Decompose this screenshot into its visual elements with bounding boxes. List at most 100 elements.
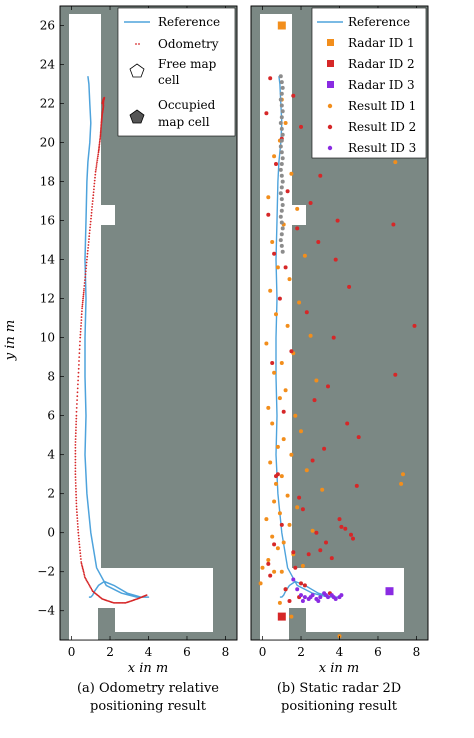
odometry-point (83, 282, 86, 284)
odometry-point (92, 197, 94, 200)
odometry-point (83, 288, 85, 290)
odometry-point (95, 165, 98, 167)
odometry-point (97, 151, 100, 154)
reference-line (84, 76, 150, 598)
odometry-point (81, 567, 84, 570)
free-block-lower (69, 568, 213, 632)
result-point-result-id-2 (326, 384, 330, 389)
result-point-result-id-2 (339, 524, 344, 529)
result-point-result-id-1 (264, 341, 269, 346)
caption-line-2: positioning result (281, 699, 398, 714)
result-point-result-trace (280, 156, 285, 161)
free-map-pentagon-icon (129, 63, 145, 78)
odometry-point (74, 432, 77, 435)
odometry-point (74, 479, 77, 481)
result-point-result-id-1 (277, 511, 282, 516)
result-point-result-id-1 (279, 474, 284, 479)
odometry-point (93, 179, 96, 182)
result-point-result-trace (279, 162, 284, 166)
x-tick-label: 6 (374, 645, 382, 659)
odometry-point (79, 340, 81, 343)
odometry-point (74, 449, 77, 452)
x-tick-label: 0 (259, 645, 267, 659)
result-point-result-id-1 (401, 472, 405, 477)
legend-result3-swatch (327, 145, 333, 151)
result-point-result-trace (279, 126, 284, 131)
odometry-point (77, 528, 79, 531)
result-point-result-trace (278, 144, 283, 149)
odometry-point (93, 188, 95, 191)
result-point-result-id-2 (322, 446, 327, 451)
result-point-result-id-3 (300, 599, 305, 603)
result-point-result-id-2 (316, 240, 321, 244)
odometry-point (80, 562, 83, 565)
result-point-result-id-3 (316, 599, 321, 603)
odometry-point (80, 561, 83, 563)
odometry-point (76, 511, 78, 514)
odometry-point (98, 146, 100, 149)
result-point-result-id-1 (295, 206, 300, 211)
odometry-point (82, 295, 85, 298)
odometry-point (80, 313, 83, 316)
odometry-point (93, 185, 95, 188)
legend-free-label-1: Free map (158, 57, 217, 71)
odometry-point (75, 423, 77, 426)
y-tick-label: 16 (40, 214, 55, 228)
legend-odometry-label: Odometry (158, 37, 219, 51)
legend-odometry-swatch (135, 43, 140, 45)
odometry-point (100, 124, 103, 127)
odometry-point (84, 576, 86, 579)
odometry-point (92, 194, 95, 197)
odometry-point (82, 293, 85, 296)
odometry-point (87, 247, 89, 249)
odometry-point (95, 169, 97, 171)
result-point-result-id-3 (291, 577, 296, 582)
odometry-point (98, 145, 101, 148)
result-point-result-id-1 (283, 121, 288, 125)
odometry-point (82, 568, 84, 571)
odometry-point (77, 534, 80, 537)
legend-reference-label: Reference (158, 15, 220, 29)
odometry-point (99, 138, 101, 141)
odometry-point (94, 176, 96, 179)
y-tick-label: 22 (40, 97, 55, 111)
result-point-result-trace (279, 243, 284, 248)
odometry-point (92, 191, 95, 194)
result-point-result-id-1 (281, 540, 286, 545)
result-point-result-id-1 (277, 600, 282, 605)
result-point-result-id-1 (279, 361, 284, 365)
result-point-result-id-1 (266, 405, 271, 410)
odometry-point (77, 367, 80, 370)
x-axis-label: x in m (128, 661, 168, 676)
result-point-result-trace (278, 121, 283, 125)
odometry-point (98, 140, 101, 143)
odometry-point (74, 482, 77, 484)
result-point-result-id-2 (289, 349, 294, 354)
odometry-point (75, 417, 78, 420)
odometry-point (76, 395, 79, 398)
odometry-point (74, 467, 77, 470)
odometry-point (83, 289, 85, 292)
odometry-point (78, 543, 81, 546)
result-point-result-id-2 (268, 76, 273, 81)
result-point-result-id-1 (270, 240, 275, 244)
result-point-result-trace (278, 97, 283, 102)
odometry-point (100, 123, 103, 126)
legend-radar1-swatch (327, 39, 334, 46)
odometry-point (74, 458, 77, 461)
odometry-point (88, 583, 90, 586)
x-tick-label: 4 (336, 645, 344, 659)
odometry-point (90, 209, 93, 211)
result-point-result-trace (279, 103, 284, 108)
odometry-point (75, 407, 78, 409)
result-point-result-trace (280, 249, 285, 254)
odometry-point (99, 130, 102, 133)
result-point-result-id-2 (310, 458, 315, 463)
result-point-result-id-1 (283, 388, 288, 393)
odometry-point (79, 330, 82, 333)
odometry-point (74, 435, 77, 437)
legend-result2-label: Result ID 2 (348, 120, 416, 134)
odometry-point (79, 328, 82, 330)
result-point-result-trace (280, 109, 285, 114)
